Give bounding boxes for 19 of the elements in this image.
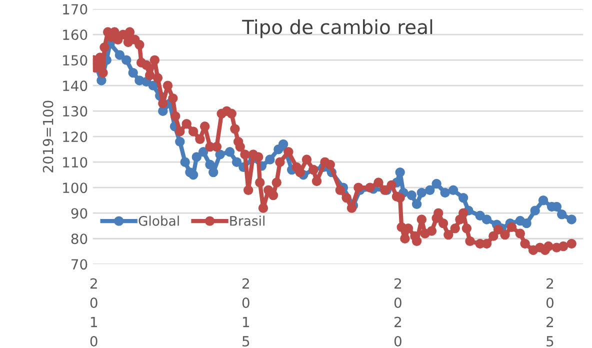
y-tick-label: 70 bbox=[72, 259, 88, 270]
y-tick-label: 120 bbox=[63, 132, 88, 142]
y-tick-label: 90 bbox=[71, 208, 88, 219]
y-tick-label: 130 bbox=[63, 106, 88, 117]
y-tick-label: 160 bbox=[63, 30, 88, 40]
x-tick-label: 2 0 2 0 bbox=[394, 278, 402, 347]
legend-label: Brasil bbox=[230, 216, 264, 226]
y-tick-label: 150 bbox=[63, 55, 88, 66]
legend-label: Global bbox=[138, 216, 179, 226]
y-tick-label: 110 bbox=[63, 157, 88, 168]
x-tick-label: 2 0 1 0 bbox=[90, 278, 98, 347]
x-tick-label: 2 0 2 5 bbox=[546, 278, 554, 347]
y-tick-label: 140 bbox=[63, 80, 88, 92]
y-axis-title: 2019=100 bbox=[42, 100, 54, 172]
y-tick-label: 170 bbox=[63, 4, 88, 15]
y-tick-label: 80 bbox=[71, 234, 88, 244]
x-tick-label: 2 0 1 5 bbox=[242, 278, 250, 347]
y-tick-label: 100 bbox=[63, 182, 88, 194]
text: Tipo de cambio real bbox=[242, 19, 432, 38]
